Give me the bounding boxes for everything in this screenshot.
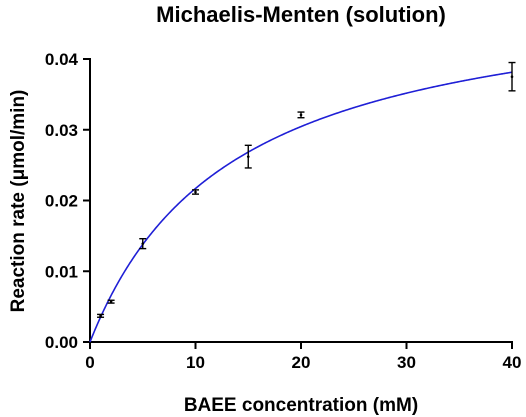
data-point <box>297 111 305 119</box>
data-point <box>244 144 252 169</box>
x-tick-label: 10 <box>186 353 205 372</box>
data-point <box>107 299 115 304</box>
y-tick-label: 0.01 <box>45 262 78 281</box>
data-point-marker <box>141 242 145 245</box>
x-tick-label: 0 <box>85 353 94 372</box>
fit-curve <box>89 71 513 343</box>
data-point <box>139 238 147 250</box>
data-point-marker <box>194 190 197 194</box>
data-point-marker <box>246 155 250 158</box>
data-point-marker <box>299 113 303 117</box>
data-point-marker <box>510 75 514 78</box>
y-tick-label: 0.04 <box>45 50 79 69</box>
x-tick-label: 30 <box>397 353 416 372</box>
data-point-marker <box>109 300 113 303</box>
y-tick-label: 0.03 <box>45 121 78 140</box>
y-tick-label: 0.02 <box>45 192 78 211</box>
data-point <box>508 61 516 92</box>
y-axis-ticks: 0.00 0.01 0.02 0.03 0.04 <box>45 50 90 352</box>
data-points <box>97 61 516 318</box>
data-point <box>192 189 199 195</box>
x-tick-label: 20 <box>292 353 311 372</box>
axes <box>89 58 513 343</box>
x-axis-label: BAEE concentration (mM) <box>184 395 418 416</box>
data-point-marker <box>99 314 102 318</box>
y-axis-label: Reaction rate (μmol/min) <box>8 90 29 313</box>
x-axis-ticks: 0 10 20 30 40 <box>85 342 521 372</box>
y-tick-label: 0.00 <box>45 333 78 352</box>
data-point <box>97 313 105 318</box>
chart-title: Michaelis-Menten (solution) <box>156 2 446 27</box>
x-tick-label: 40 <box>503 353 522 372</box>
